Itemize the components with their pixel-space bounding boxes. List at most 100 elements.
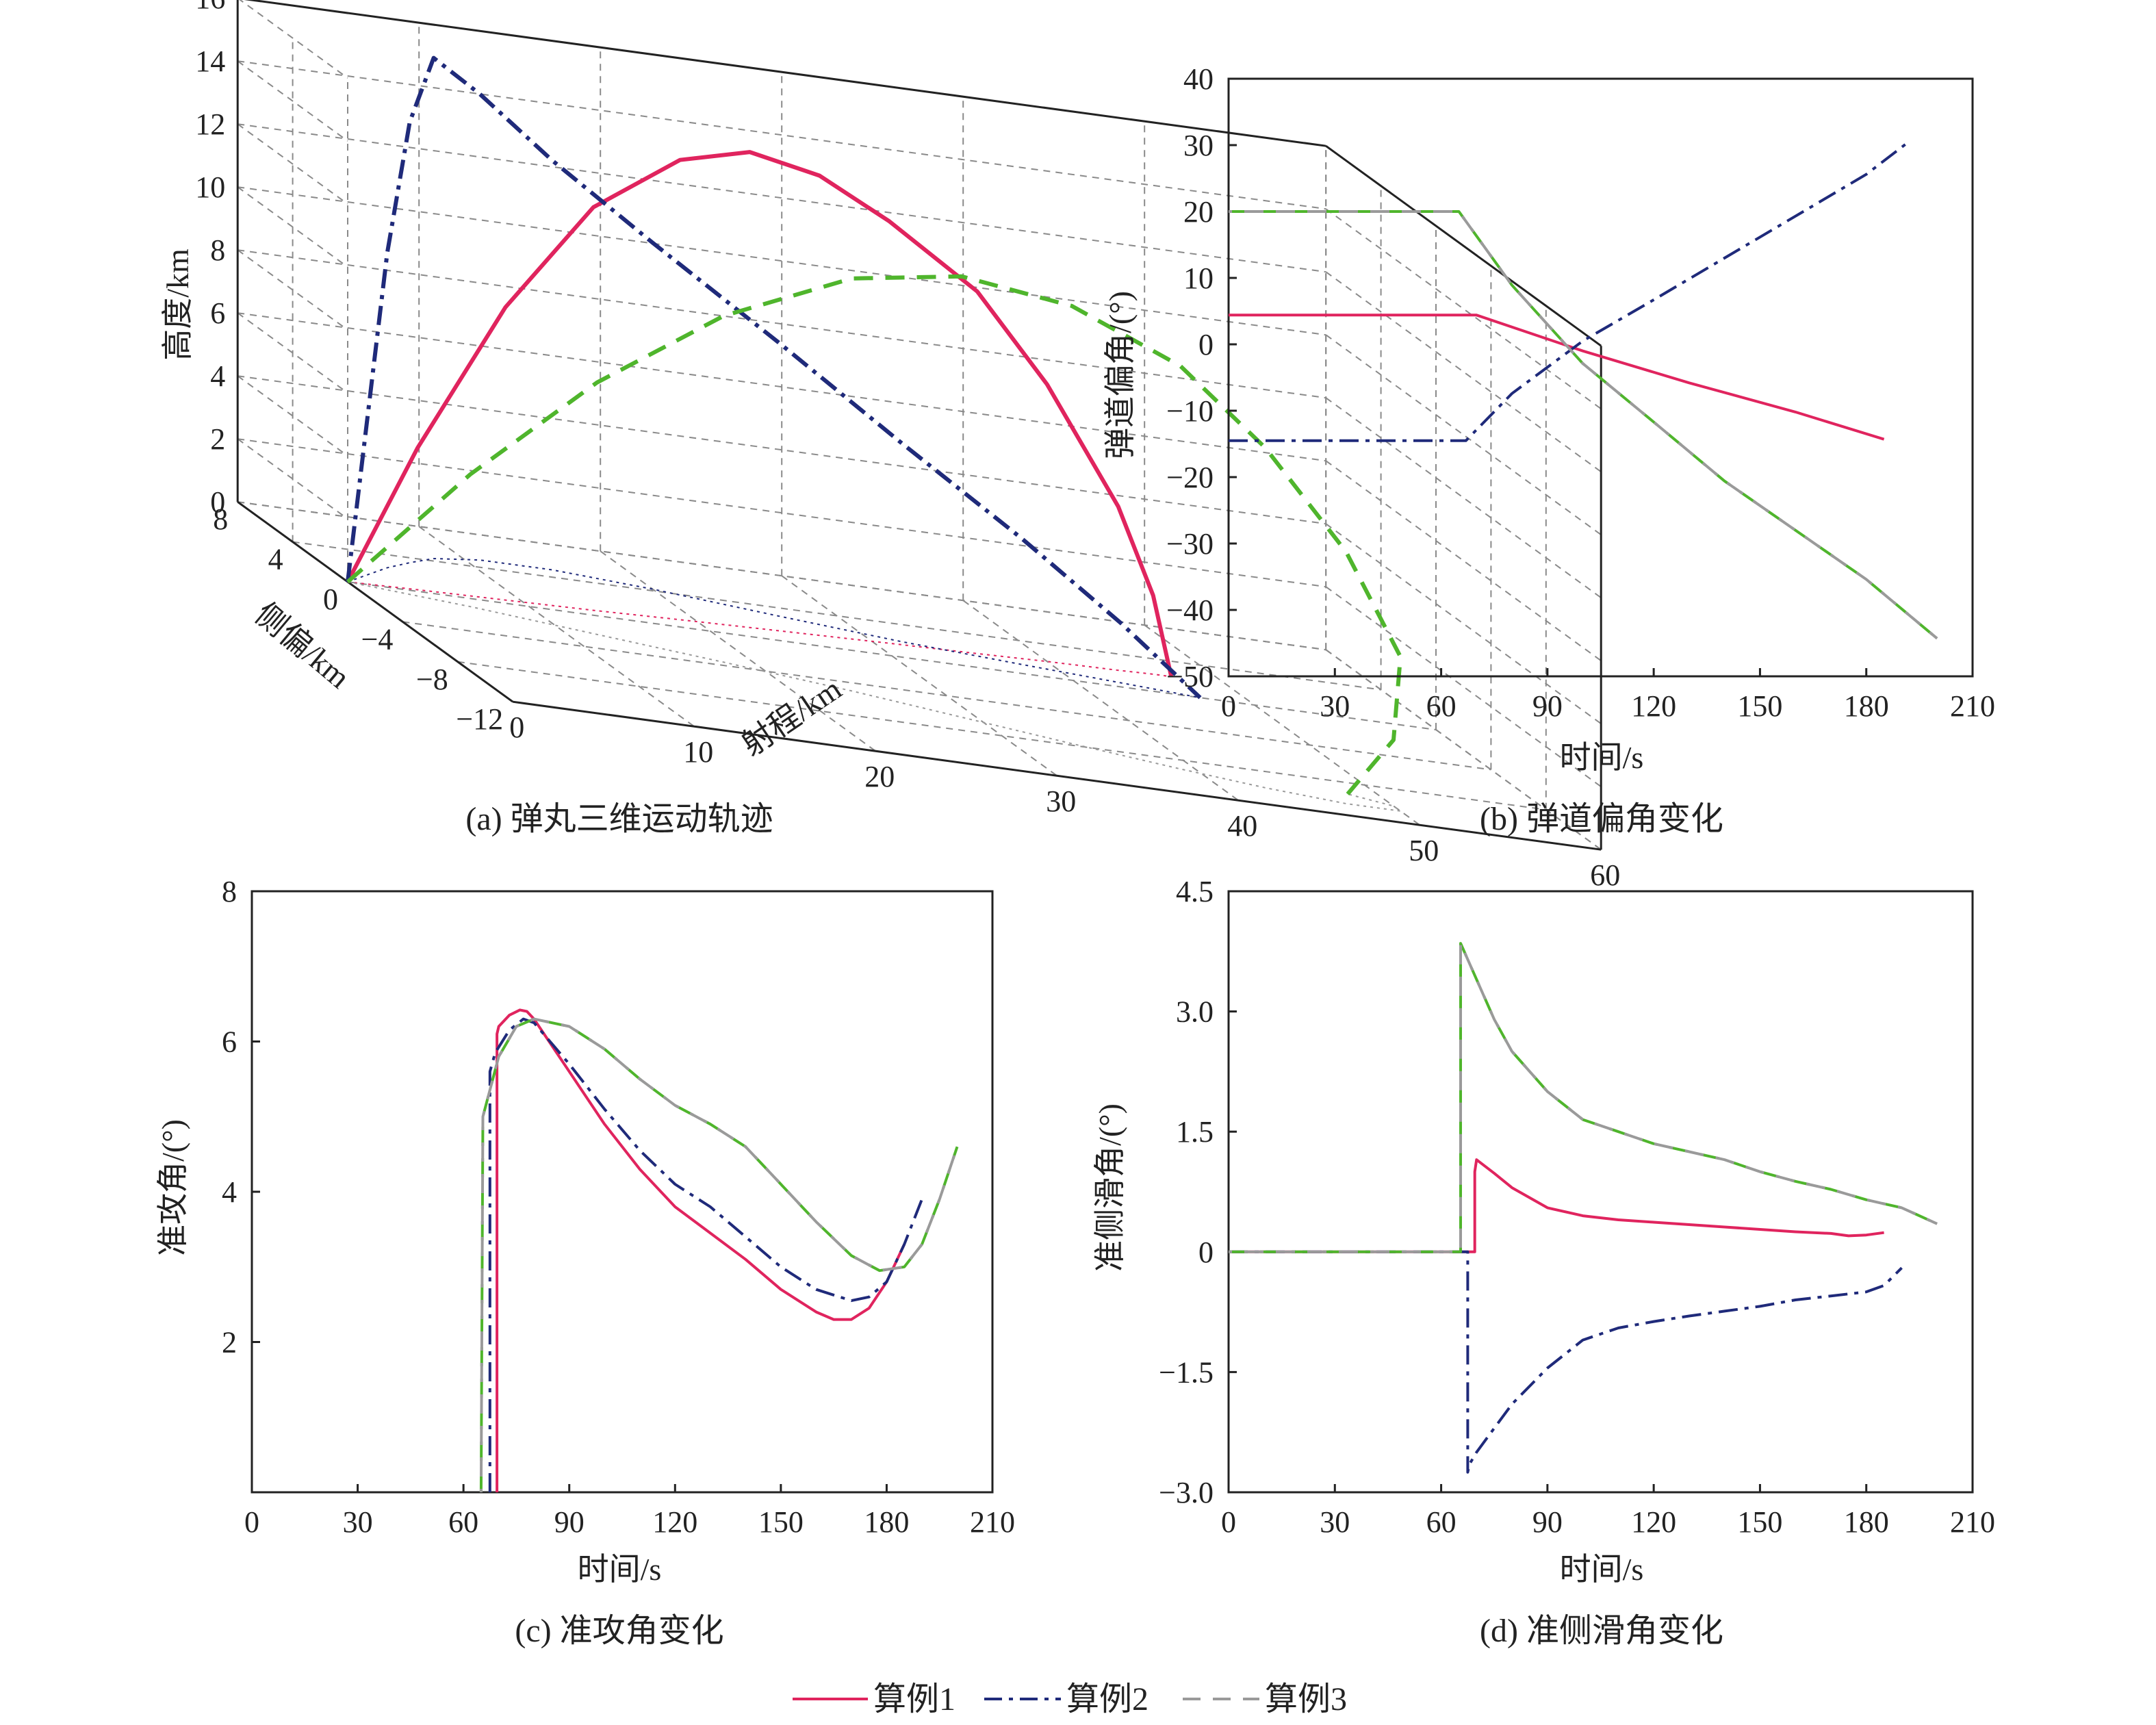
x-axis-label: 射程/km [735,671,847,763]
y-axis-label-d: 准侧滑角/(°) [1092,1103,1127,1272]
x-tick-label: 0 [509,711,524,744]
y-tick-label: 0 [1198,1236,1214,1269]
series-line-算例1 [496,1008,906,1492]
y-tick-label: 10 [1183,261,1214,295]
y-tick-label: −40 [1166,593,1214,627]
grid-line [1325,208,1602,410]
y-axis-label-b: 弹道偏角/(°) [1103,291,1138,459]
plot-frame [1227,77,1974,678]
series-line-算例2 [488,1017,923,1492]
grid-line [1325,649,1602,851]
plot-area-d: 0 30 60 90 120 150 180 210 4.5 3.0 1.5 0 −1.5 −3.0 [1159,875,1995,1539]
y-tick-label: −30 [1166,527,1214,561]
caption-b: (b) 弹道偏角变化 [1480,801,1723,837]
plot-area-c: 0 30 60 90 120 150 180 210 8 6 4 2 [222,875,1015,1539]
y-tick-label: 4 [222,1175,237,1209]
x-tick-label: 150 [758,1505,804,1539]
grid-line [238,501,1326,651]
series-line-算例3 [479,1017,959,1493]
y-tick-label: −12 [456,702,503,736]
y-tick-label: 6 [222,1025,237,1059]
x-axis-label-d: 时间/s [1560,1552,1644,1587]
z-tick-label: 8 [210,233,225,267]
x-tick-label: 120 [1631,1505,1676,1539]
grid-line [292,541,1381,691]
frame-edge [512,700,1602,851]
y-axis-label-c: 准攻角/(°) [155,1119,190,1256]
grid-line [1144,624,1420,826]
y-axis-label: 侧偏/km [248,596,357,695]
y-tick-label: 4.5 [1176,875,1214,908]
x-axis-label-b: 时间/s [1560,740,1644,775]
grid-line [402,621,1491,771]
y-tick-label: 30 [1183,129,1214,162]
grid-line [1325,460,1602,662]
ground-projection-算例3 [347,581,1401,812]
caption-c: (c) 准攻角变化 [515,1613,723,1649]
x-tick-label: 60 [1590,858,1620,892]
y-tick-label: −8 [416,663,448,696]
plot-frame [1227,890,1974,1494]
series-line-算例3-alt [1229,942,1938,1253]
3d-grid [237,0,1602,851]
x-tick-label: 0 [1221,1505,1236,1539]
trajectory-算例2 [346,55,1202,700]
grid-line [237,375,348,457]
panel-trajectory-deflection: 0 30 60 90 120 150 180 210 40 30 20 10 0 −10 −20 −30 −40… [1103,62,1995,837]
x-axis-label-c: 时间/s [578,1552,662,1587]
caption-d: (d) 准侧滑角变化 [1480,1613,1723,1649]
y-tick-label: 0 [323,583,338,616]
x-tick-label: 60 [448,1505,478,1539]
grid-line [237,60,348,142]
x-tick-label: 60 [1426,1505,1456,1539]
y-tick-label: 8 [222,875,237,908]
z-axis-label: 高度/km [160,248,195,361]
grid-line [238,60,1326,210]
series-line-算例3-alt [1229,210,1938,640]
grid-line [781,575,1057,777]
y-tick-label: 3.0 [1176,995,1214,1029]
grid-line [457,661,1546,810]
x-tick-label: 180 [864,1505,909,1539]
x-tick-label: 60 [1426,689,1456,723]
caption-a: (a) 弹丸三维运动轨迹 [465,801,773,837]
y-tick-label: −4 [361,622,394,656]
z-tick-label: 0 [210,485,225,519]
x-tick-label: 120 [652,1505,697,1539]
trajectory-算例1 [346,150,1174,678]
grid-line [600,550,876,752]
y-tick-label: 1.5 [1176,1115,1214,1149]
grid-line [1325,271,1602,473]
series-line-算例3 [1229,942,1938,1253]
x-tick-label: 150 [1737,689,1782,723]
grid-line [1325,334,1602,536]
y-tick-label: 0 [1198,328,1214,361]
trajectory-算例3 [346,274,1403,795]
y-tick-label: 8 [213,502,228,536]
series-line-算例1 [1229,314,1885,441]
grid-line [1325,586,1602,788]
x-tick-label: 0 [1221,689,1236,723]
series-line-算例2 [1229,140,1910,442]
ground-projection-算例2 [347,557,1201,699]
grid-line [239,0,348,79]
grid-line [238,438,1326,588]
grid-line [238,186,1326,336]
3d-axes-frame [236,0,1602,851]
series-line-算例1 [1229,1158,1884,1253]
x-tick-label: 30 [1320,1505,1350,1539]
x-tick-label: 90 [554,1505,585,1539]
x-tick-label: 30 [1320,689,1350,723]
frame-edge [237,500,514,703]
grid-line [238,249,1326,399]
plot-frame [251,890,994,1494]
x-tick-label: 40 [1227,809,1257,843]
y-tick-label: 4 [268,543,283,576]
plot-area-b: 0 30 60 90 120 150 180 210 40 30 20 10 0 −10 −20 −30 −40… [1166,62,1995,723]
x-tick-label: 210 [970,1505,1015,1539]
x-tick-label: 180 [1844,1505,1889,1539]
x-tick-label: 30 [1046,784,1076,818]
